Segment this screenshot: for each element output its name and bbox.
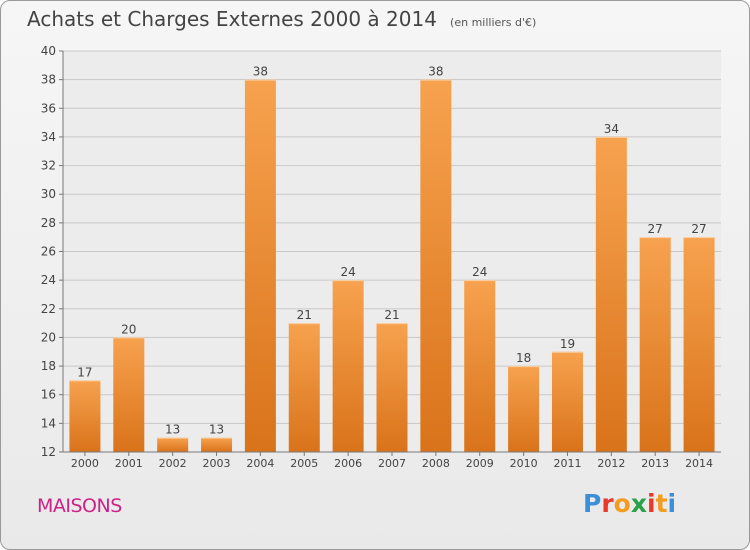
logo-letter: r (601, 489, 614, 518)
bar (464, 280, 496, 452)
bar (683, 237, 715, 452)
bar (244, 79, 276, 453)
chart-subtitle: (en milliers d'€) (450, 16, 537, 29)
data-label: 24 (472, 265, 487, 279)
y-tick-label: 18 (41, 359, 56, 373)
logo-letter: i (647, 489, 656, 518)
data-label: 19 (560, 337, 575, 351)
bar (157, 437, 189, 452)
x-tick-label: 2011 (553, 457, 581, 470)
bar (551, 351, 583, 452)
x-tick-label: 2005 (290, 457, 318, 470)
x-tick-label: 2004 (246, 457, 274, 470)
bar (113, 337, 145, 452)
bar (332, 280, 364, 452)
bar (201, 437, 233, 452)
y-tick-label: 38 (41, 73, 56, 87)
x-tick-label: 2007 (378, 457, 406, 470)
data-label: 17 (77, 365, 92, 379)
logo-letter: P (583, 489, 602, 518)
y-tick-label: 28 (41, 216, 56, 230)
y-tick-label: 34 (41, 130, 56, 144)
data-label: 13 (209, 423, 224, 437)
bar (376, 323, 408, 452)
data-label: 13 (165, 423, 180, 437)
bar (420, 79, 452, 453)
y-tick-label: 14 (41, 416, 56, 430)
commune-name: MAISONS (37, 495, 122, 517)
y-tick-label: 24 (41, 273, 56, 287)
proxiti-logo: Proxiti (583, 489, 676, 518)
data-label: 18 (516, 351, 531, 365)
y-tick-label: 36 (41, 101, 56, 115)
y-tick-label: 20 (41, 330, 56, 344)
logo-letter: o (613, 489, 631, 518)
y-tick-label: 22 (41, 302, 56, 316)
x-tick-label: 2013 (641, 457, 669, 470)
data-label: 34 (604, 122, 619, 136)
logo-letter: t (655, 489, 668, 518)
bar (288, 323, 320, 452)
data-label: 20 (121, 322, 136, 336)
data-label: 21 (297, 308, 312, 322)
bar (508, 366, 540, 452)
y-tick-label: 30 (41, 187, 56, 201)
x-tick-label: 2012 (597, 457, 625, 470)
data-label: 38 (253, 65, 268, 79)
data-label: 27 (691, 222, 706, 236)
x-tick-label: 2009 (466, 457, 494, 470)
x-tick-label: 2010 (510, 457, 538, 470)
x-tick-label: 2006 (334, 457, 362, 470)
y-tick-label: 26 (41, 245, 56, 259)
x-tick-label: 2002 (159, 457, 187, 470)
x-tick-label: 2008 (422, 457, 450, 470)
y-tick-label: 40 (41, 44, 56, 58)
data-label: 21 (384, 308, 399, 322)
data-label: 24 (340, 265, 355, 279)
bar (639, 237, 671, 452)
logo-letter: i (667, 489, 677, 518)
logo-letter: x (630, 489, 647, 518)
x-tick-label: 2014 (685, 457, 713, 470)
bar (69, 380, 101, 452)
x-tick-label: 2003 (203, 457, 231, 470)
data-label: 38 (428, 65, 443, 79)
title-block: Achats et Charges Externes 2000 à 2014 (… (27, 7, 536, 31)
chart-title: Achats et Charges Externes 2000 à 2014 (27, 7, 437, 31)
x-tick-label: 2000 (71, 457, 99, 470)
y-tick-label: 32 (41, 159, 56, 173)
data-label: 27 (648, 222, 663, 236)
y-tick-label: 12 (41, 445, 56, 459)
x-tick-label: 2001 (115, 457, 143, 470)
y-tick-label: 16 (41, 388, 56, 402)
bar (595, 136, 627, 452)
